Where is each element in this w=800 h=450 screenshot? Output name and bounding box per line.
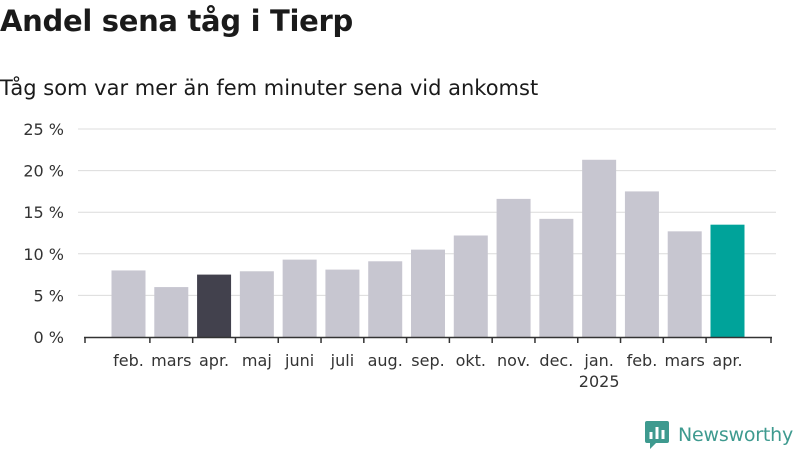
bar bbox=[624, 191, 659, 337]
x-tick-label: juli bbox=[330, 351, 354, 370]
x-axis bbox=[84, 336, 772, 343]
bar-chart: 0 %5 %10 %15 %20 %25 % feb. mars apr. maj ju… bbox=[23, 120, 776, 391]
y-tick-label: 10 % bbox=[23, 245, 64, 264]
x-tick-label: mars bbox=[151, 351, 191, 370]
y-tick-label: 25 % bbox=[23, 120, 64, 139]
x-year-label: 2025 bbox=[579, 372, 620, 391]
bar bbox=[239, 271, 274, 337]
y-tick-label: 5 % bbox=[34, 286, 64, 305]
brand-name: Newsworthy bbox=[678, 424, 794, 446]
bar bbox=[282, 259, 317, 337]
x-tick-label: feb. bbox=[627, 351, 658, 370]
bar bbox=[453, 235, 488, 337]
brand-logo: Newsworthy bbox=[644, 420, 793, 450]
x-tick-label: apr. bbox=[712, 351, 742, 370]
y-tick-label: 0 % bbox=[34, 328, 64, 347]
x-tick-label: dec. bbox=[539, 351, 573, 370]
bar bbox=[667, 231, 702, 337]
x-tick-label: apr. bbox=[199, 351, 229, 370]
bar bbox=[325, 269, 360, 337]
bars bbox=[111, 159, 745, 337]
bar bbox=[539, 218, 574, 337]
x-tick-label: nov. bbox=[497, 351, 530, 370]
y-axis-labels: 0 % 5 % 10 % 15 % 20 % 25 % bbox=[23, 120, 64, 347]
x-tick-label: mars bbox=[665, 351, 705, 370]
x-tick-label: jan. bbox=[583, 351, 613, 370]
bar-chart-badge-icon bbox=[645, 421, 669, 449]
bar bbox=[368, 261, 403, 337]
x-tick-label: sep. bbox=[411, 351, 444, 370]
x-tick-label: juni bbox=[284, 351, 314, 370]
y-tick-label: 15 % bbox=[23, 203, 64, 222]
bar bbox=[411, 249, 445, 337]
chart-subtitle: Tåg som var mer än fem minuter sena vid … bbox=[0, 76, 539, 100]
bar bbox=[710, 224, 745, 337]
x-tick-label: okt. bbox=[456, 351, 486, 370]
x-tick-label: maj bbox=[242, 351, 272, 370]
bar bbox=[111, 270, 146, 337]
x-tick-label: aug. bbox=[368, 351, 403, 370]
y-tick-label: 20 % bbox=[23, 162, 64, 181]
bar bbox=[154, 287, 189, 337]
bar bbox=[496, 198, 531, 337]
x-tick-label: feb. bbox=[113, 351, 144, 370]
bar bbox=[197, 274, 232, 337]
chart-title: Andel sena tåg i Tierp bbox=[0, 4, 353, 38]
bar bbox=[582, 159, 617, 337]
x-axis-labels: feb. mars apr. maj juni juli aug. sep. okt. nov. d… bbox=[113, 351, 742, 391]
